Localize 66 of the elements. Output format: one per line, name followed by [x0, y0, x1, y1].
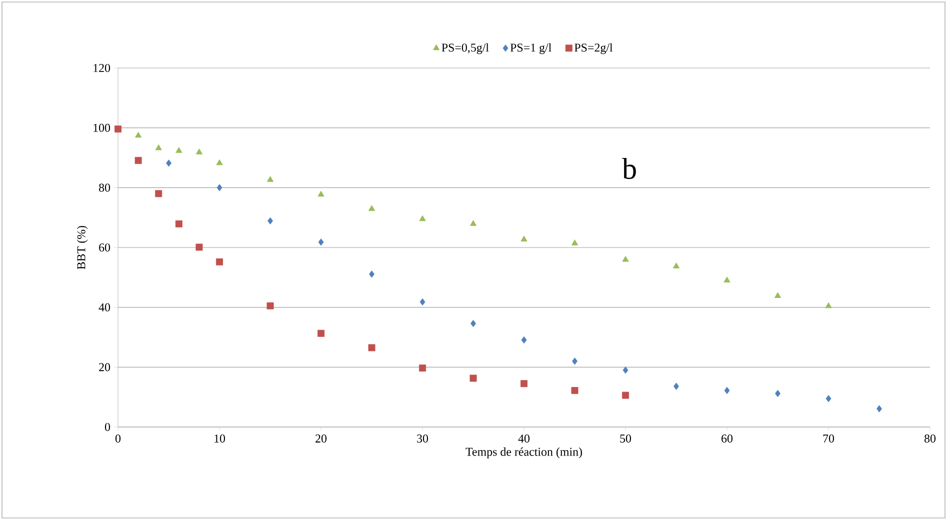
- x-tick-label: 70: [823, 434, 834, 443]
- point: [318, 190, 324, 197]
- point: [825, 302, 832, 308]
- point: [134, 156, 142, 164]
- point: [216, 159, 223, 166]
- y-tick-label: 120: [94, 64, 110, 72]
- point: [419, 215, 426, 222]
- point: [724, 386, 730, 394]
- point: [826, 394, 832, 402]
- point: [470, 374, 477, 382]
- point: [318, 330, 324, 337]
- x-tick-label: 20: [316, 434, 327, 443]
- legend-label: PS=0,5g/l: [442, 43, 489, 54]
- point: [155, 144, 162, 150]
- y-tick-label: 20: [99, 363, 110, 372]
- point: [622, 366, 628, 374]
- x-axis-title: Temps de réaction (min): [466, 447, 582, 458]
- point: [176, 147, 182, 153]
- point: [114, 126, 122, 133]
- point: [520, 236, 528, 242]
- point: [520, 380, 528, 388]
- point: [876, 405, 882, 412]
- point: [318, 238, 324, 246]
- x-tick-label: 80: [924, 434, 936, 443]
- point: [419, 364, 426, 372]
- legend-label: PS=1 g/l: [510, 43, 552, 54]
- point: [674, 382, 679, 390]
- y-tick-label: 100: [94, 124, 110, 132]
- point: [216, 184, 222, 192]
- y-tick-label: 60: [99, 243, 110, 252]
- point: [571, 240, 578, 246]
- annotation: b: [622, 158, 636, 180]
- point: [622, 256, 629, 262]
- point: [134, 132, 142, 138]
- point: [470, 220, 477, 226]
- point: [622, 392, 629, 399]
- point: [166, 160, 172, 167]
- y-tick-label: 0: [104, 422, 110, 432]
- point: [216, 258, 223, 266]
- point: [196, 244, 203, 251]
- point: [155, 190, 162, 198]
- y-tick-label: 40: [98, 303, 110, 312]
- point: [672, 262, 680, 268]
- point: [368, 205, 376, 211]
- point: [724, 276, 730, 282]
- point: [420, 298, 426, 306]
- point: [774, 292, 782, 298]
- point: [369, 270, 374, 278]
- y-tick-label: 80: [98, 184, 110, 192]
- x-tick-label: 60: [722, 434, 733, 443]
- x-tick-label: 40: [518, 434, 530, 443]
- point: [266, 176, 274, 182]
- point: [368, 344, 376, 352]
- legend-label: PS=2g/l: [574, 43, 613, 54]
- point: [196, 148, 203, 154]
- point: [175, 220, 182, 228]
- y-axis-title: BBT (%): [76, 226, 88, 270]
- x-tick-label: 10: [214, 434, 226, 443]
- x-tick-label: 30: [417, 434, 428, 443]
- point: [266, 302, 274, 310]
- point: [268, 217, 273, 224]
- x-tick-label: 0: [115, 434, 121, 443]
- x-tick-label: 50: [620, 434, 632, 443]
- point: [572, 358, 578, 365]
- point: [571, 387, 578, 394]
- point: [521, 336, 527, 344]
